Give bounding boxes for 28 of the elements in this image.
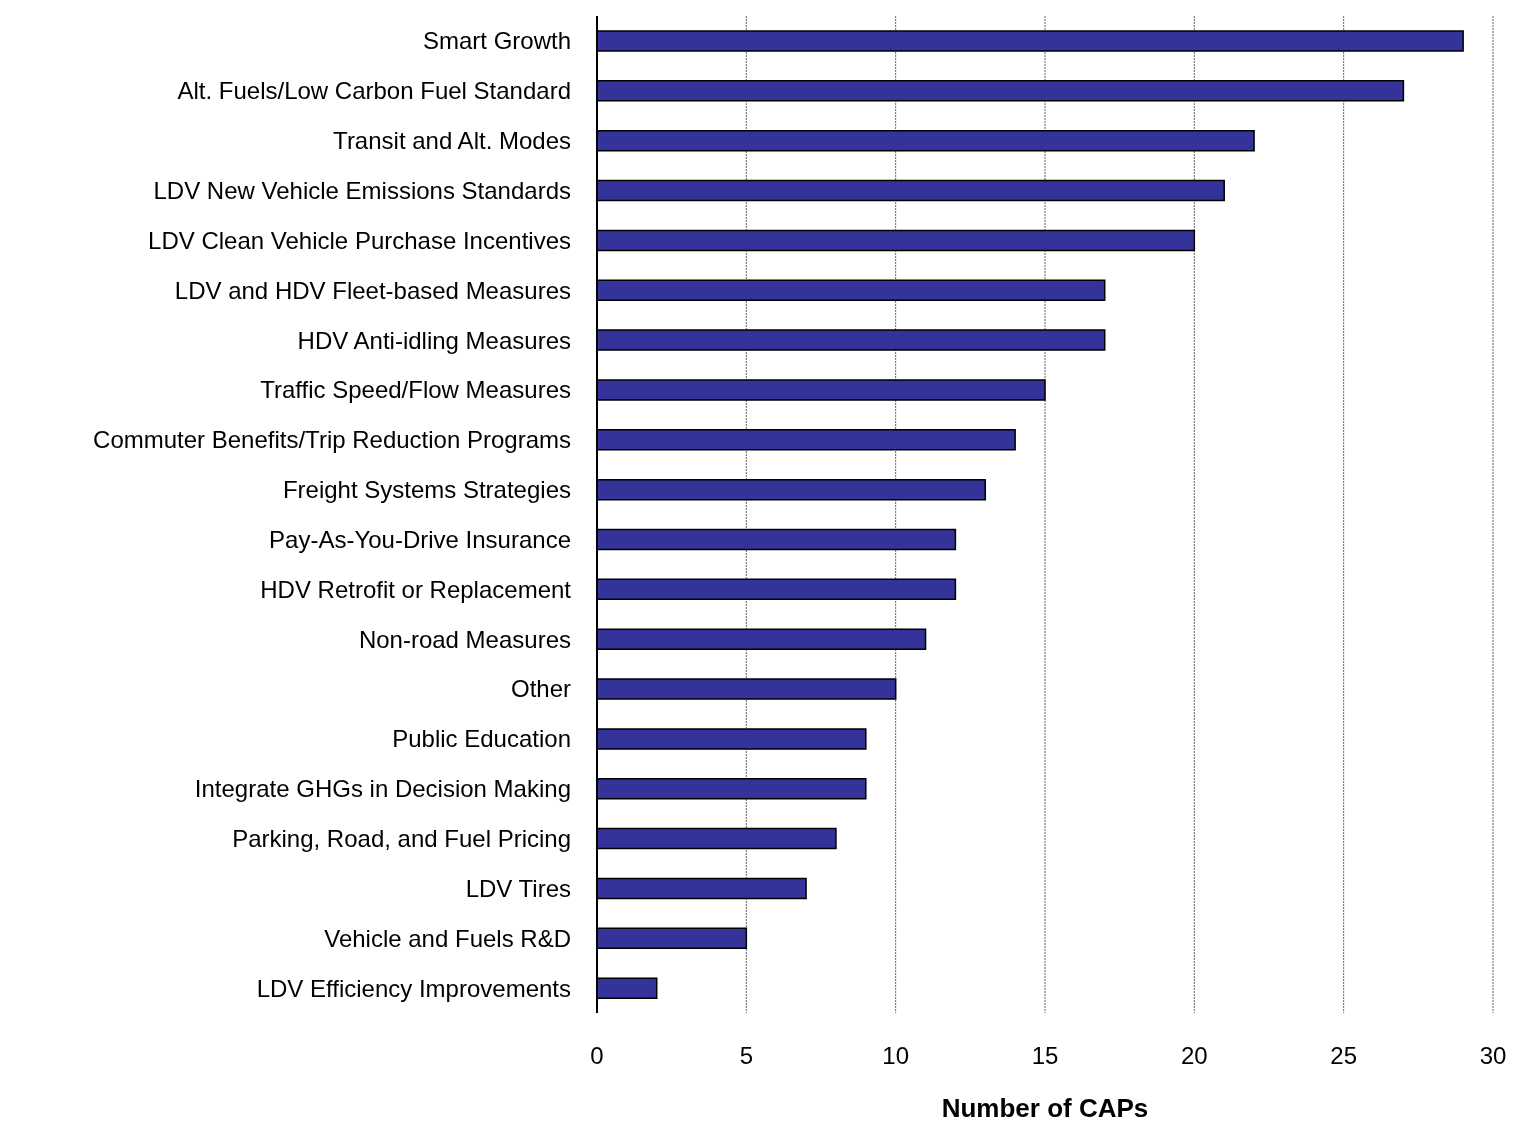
y-tick-label: Commuter Benefits/Trip Reduction Programs	[93, 426, 571, 454]
x-axis-title: Number of CAPs	[941, 1093, 1149, 1123]
y-tick-label: Integrate GHGs in Decision Making	[194, 775, 571, 803]
x-tick-label: 0	[590, 1042, 604, 1070]
y-tick-label: Smart Growth	[422, 27, 571, 55]
y-tick-label: Non-road Measures	[358, 625, 571, 653]
x-tick-label: 10	[882, 1042, 910, 1070]
y-tick-label: HDV Anti-idling Measures	[297, 326, 571, 354]
y-tick-label: Alt. Fuels/Low Carbon Fuel Standard	[177, 77, 571, 105]
y-tick-label: Traffic Speed/Flow Measures	[260, 376, 571, 404]
x-tick-label: 15	[1031, 1042, 1059, 1070]
y-tick-label: Pay-As-You-Drive Insurance	[269, 525, 571, 553]
x-tick-label: 20	[1180, 1042, 1208, 1070]
y-tick-label: LDV Clean Vehicle Purchase Incentives	[148, 226, 571, 254]
y-tick-label: Vehicle and Fuels R&D	[324, 924, 571, 952]
y-tick-label: LDV Efficiency Improvements	[256, 974, 571, 1002]
y-tick-label: Parking, Road, and Fuel Pricing	[232, 825, 571, 853]
y-tick-label: Other	[510, 675, 571, 703]
y-tick-label: LDV Tires	[465, 874, 571, 902]
y-tick-label: HDV Retrofit or Replacement	[260, 575, 572, 603]
y-tick-label: Public Education	[392, 725, 571, 753]
x-tick-label: 30	[1479, 1042, 1507, 1070]
y-tick-label: Freight Systems Strategies	[282, 476, 571, 504]
x-tick-label: 25	[1330, 1042, 1358, 1070]
y-tick-label: Transit and Alt. Modes	[333, 127, 571, 155]
y-tick-label: LDV New Vehicle Emissions Standards	[153, 177, 571, 204]
x-tick-label: 5	[739, 1042, 754, 1070]
y-tick-label: LDV and HDV Fleet-based Measures	[174, 276, 571, 304]
